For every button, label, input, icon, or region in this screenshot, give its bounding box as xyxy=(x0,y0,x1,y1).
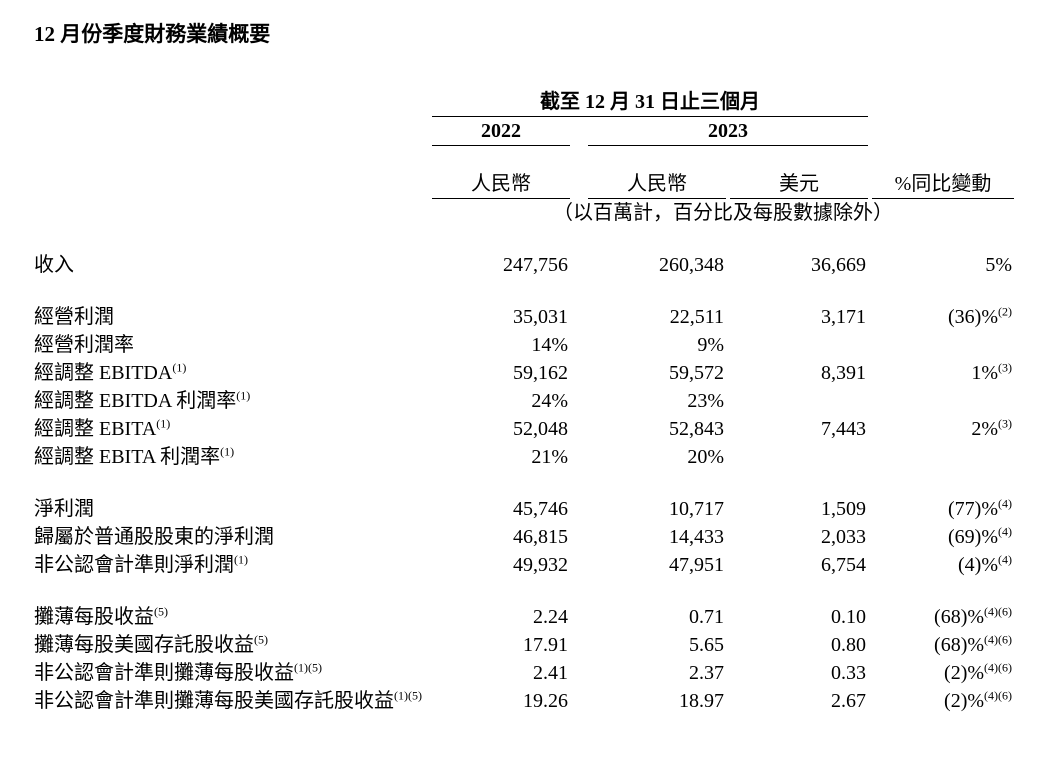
c1-net-income: 45,746 xyxy=(432,495,570,523)
c2-dadsp: 5.65 xyxy=(588,631,726,659)
c3-deps: 0.10 xyxy=(730,603,868,631)
c2-op-income: 22,511 xyxy=(588,303,726,331)
c3-nongaap-deps: 0.33 xyxy=(730,659,868,687)
c2-net-income: 10,717 xyxy=(588,495,726,523)
header-row-period: 截至 12 月 31 日止三個月 xyxy=(34,88,1014,117)
c1-revenue: 247,756 xyxy=(432,251,570,279)
row-nongaap-dadsp: 非公認會計準則攤薄每股美國存託股收益(1)(5) 19.26 18.97 2.6… xyxy=(34,687,1014,715)
label-revenue: 收入 xyxy=(34,251,432,279)
row-nongaap-deps: 非公認會計準則攤薄每股收益(1)(5) 2.41 2.37 0.33 (2)%(… xyxy=(34,659,1014,687)
header-row-note: （以百萬計，百分比及每股數據除外） xyxy=(34,199,1014,228)
row-deps: 攤薄每股收益(5) 2.24 0.71 0.10 (68)%(4)(6) xyxy=(34,603,1014,631)
header-row-years: 2022 2023 xyxy=(34,117,1014,146)
c2-adj-ebitda-m: 23% xyxy=(588,387,726,415)
hdr-unit-note: （以百萬計，百分比及每股數據除外） xyxy=(432,199,1014,228)
label-op-margin: 經營利潤率 xyxy=(34,331,432,359)
pct-op-income: (36)%(2) xyxy=(872,303,1014,331)
c2-nongaap-deps: 2.37 xyxy=(588,659,726,687)
c1-adj-ebitda: 59,162 xyxy=(432,359,570,387)
hdr-year-2023: 2023 xyxy=(588,117,868,146)
c3-revenue: 36,669 xyxy=(730,251,868,279)
c2-nongaap-ni: 47,951 xyxy=(588,551,726,579)
c1-dadsp: 17.91 xyxy=(432,631,570,659)
label-nongaap-deps: 非公認會計準則攤薄每股收益(1)(5) xyxy=(34,659,432,687)
c3-op-income: 3,171 xyxy=(730,303,868,331)
c3-nongaap-ni: 6,754 xyxy=(730,551,868,579)
row-dadsp: 攤薄每股美國存託股收益(5) 17.91 5.65 0.80 (68)%(4)(… xyxy=(34,631,1014,659)
c3-adj-ebita: 7,443 xyxy=(730,415,868,443)
row-adj-ebita-m: 經調整 EBITA 利潤率(1) 21% 20% xyxy=(34,443,1014,471)
label-adj-ebita-m: 經調整 EBITA 利潤率(1) xyxy=(34,443,432,471)
c3-nongaap-dadsp: 2.67 xyxy=(730,687,868,715)
label-adj-ebitda: 經調整 EBITDA(1) xyxy=(34,359,432,387)
hdr-period: 截至 12 月 31 日止三個月 xyxy=(432,88,868,117)
c1-nongaap-ni: 49,932 xyxy=(432,551,570,579)
c1-deps: 2.24 xyxy=(432,603,570,631)
c3-net-income: 1,509 xyxy=(730,495,868,523)
hdr-ccy-2023-usd: 美元 xyxy=(730,170,868,199)
c2-op-margin: 9% xyxy=(588,331,726,359)
c1-nongaap-deps: 2.41 xyxy=(432,659,570,687)
c2-adj-ebitda: 59,572 xyxy=(588,359,726,387)
pct-adj-ebita: 2%(3) xyxy=(872,415,1014,443)
pct-nongaap-ni: (4)%(4) xyxy=(872,551,1014,579)
row-adj-ebitda-m: 經調整 EBITDA 利潤率(1) 24% 23% xyxy=(34,387,1014,415)
c1-adj-ebitda-m: 24% xyxy=(432,387,570,415)
c1-adj-ebita-m: 21% xyxy=(432,443,570,471)
hdr-ccy-2022: 人民幣 xyxy=(432,170,570,199)
c1-op-income: 35,031 xyxy=(432,303,570,331)
c2-ni-common: 14,433 xyxy=(588,523,726,551)
label-dadsp: 攤薄每股美國存託股收益(5) xyxy=(34,631,432,659)
c1-adj-ebita: 52,048 xyxy=(432,415,570,443)
c2-adj-ebita: 52,843 xyxy=(588,415,726,443)
label-net-income: 淨利潤 xyxy=(34,495,432,523)
row-net-income: 淨利潤 45,746 10,717 1,509 (77)%(4) xyxy=(34,495,1014,523)
pct-ni-common: (69)%(4) xyxy=(872,523,1014,551)
label-ni-common: 歸屬於普通股股東的淨利潤 xyxy=(34,523,432,551)
header-row-ccy: 人民幣 人民幣 美元 %同比變動 xyxy=(34,170,1014,199)
financial-table: 截至 12 月 31 日止三個月 2022 2023 人民幣 人民幣 美元 %同… xyxy=(34,88,1014,715)
c2-revenue: 260,348 xyxy=(588,251,726,279)
c2-deps: 0.71 xyxy=(588,603,726,631)
pct-dadsp: (68)%(4)(6) xyxy=(872,631,1014,659)
label-nongaap-dadsp: 非公認會計準則攤薄每股美國存託股收益(1)(5) xyxy=(34,687,432,715)
row-adj-ebitda: 經調整 EBITDA(1) 59,162 59,572 8,391 1%(3) xyxy=(34,359,1014,387)
pct-revenue: 5% xyxy=(872,251,1014,279)
label-adj-ebita: 經調整 EBITA(1) xyxy=(34,415,432,443)
row-nongaap-ni: 非公認會計準則淨利潤(1) 49,932 47,951 6,754 (4)%(4… xyxy=(34,551,1014,579)
c1-op-margin: 14% xyxy=(432,331,570,359)
pct-nongaap-deps: (2)%(4)(6) xyxy=(872,659,1014,687)
c3-adj-ebitda: 8,391 xyxy=(730,359,868,387)
c2-adj-ebita-m: 20% xyxy=(588,443,726,471)
pct-net-income: (77)%(4) xyxy=(872,495,1014,523)
hdr-ccy-2023-rmb: 人民幣 xyxy=(588,170,726,199)
page-title: 12 月份季度財務業績概要 xyxy=(34,18,1014,48)
row-op-income: 經營利潤 35,031 22,511 3,171 (36)%(2) xyxy=(34,303,1014,331)
label-nongaap-ni: 非公認會計準則淨利潤(1) xyxy=(34,551,432,579)
c3-dadsp: 0.80 xyxy=(730,631,868,659)
hdr-pct: %同比變動 xyxy=(872,170,1014,199)
hdr-year-2022: 2022 xyxy=(432,117,570,146)
row-op-margin: 經營利潤率 14% 9% xyxy=(34,331,1014,359)
row-revenue: 收入 247,756 260,348 36,669 5% xyxy=(34,251,1014,279)
label-adj-ebitda-m: 經調整 EBITDA 利潤率(1) xyxy=(34,387,432,415)
c3-ni-common: 2,033 xyxy=(730,523,868,551)
pct-nongaap-dadsp: (2)%(4)(6) xyxy=(872,687,1014,715)
c1-nongaap-dadsp: 19.26 xyxy=(432,687,570,715)
label-deps: 攤薄每股收益(5) xyxy=(34,603,432,631)
pct-adj-ebitda: 1%(3) xyxy=(872,359,1014,387)
c2-nongaap-dadsp: 18.97 xyxy=(588,687,726,715)
pct-deps: (68)%(4)(6) xyxy=(872,603,1014,631)
row-ni-common: 歸屬於普通股股東的淨利潤 46,815 14,433 2,033 (69)%(4… xyxy=(34,523,1014,551)
row-adj-ebita: 經調整 EBITA(1) 52,048 52,843 7,443 2%(3) xyxy=(34,415,1014,443)
c1-ni-common: 46,815 xyxy=(432,523,570,551)
label-op-income: 經營利潤 xyxy=(34,303,432,331)
